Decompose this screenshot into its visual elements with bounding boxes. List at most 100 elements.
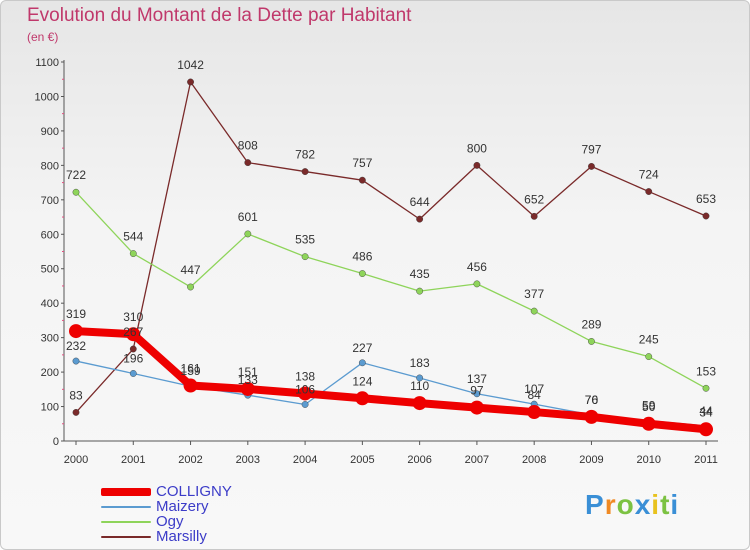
data-label-colligny: 50 [642,400,656,414]
data-label-ogy: 601 [238,210,258,224]
data-label-colligny: 319 [66,307,86,321]
data-label-marsilly: 267 [123,325,143,339]
data-point-maizery [129,370,137,377]
series-line-marsilly [75,81,707,414]
legend-swatch [101,506,151,508]
x-tick-label: 2008 [522,454,546,466]
x-tick-label: 2009 [579,454,603,466]
data-point-marsilly [473,161,481,169]
data-label-colligny: 70 [585,393,599,407]
data-label-ogy: 245 [639,333,659,347]
data-point-ogy [530,307,538,315]
data-point-ogy [473,280,481,288]
x-tick-label: 2003 [236,454,260,466]
data-label-maizery: 232 [66,339,86,353]
data-point-marsilly [301,168,309,175]
data-point-colligny [69,324,83,339]
data-point-colligny [412,396,427,411]
legend-label: Maizery [156,498,209,515]
data-point-marsilly [358,176,366,184]
data-label-marsilly: 800 [467,141,487,155]
data-point-ogy [702,384,710,392]
data-point-colligny [298,386,313,401]
data-label-colligny: 34 [699,405,713,419]
data-label-maizery: 227 [352,341,372,355]
data-point-ogy [301,253,309,261]
data-point-ogy [645,353,653,360]
data-point-maizery [416,374,424,382]
data-point-colligny [240,381,255,396]
data-label-marsilly: 757 [352,156,372,170]
data-label-colligny: 310 [123,310,143,324]
legend-swatch [101,488,151,496]
x-tick-label: 2007 [465,454,489,466]
data-point-ogy [72,188,80,196]
data-point-marsilly [645,188,653,195]
y-tick-label: 1000 [35,91,59,103]
y-tick-label: 300 [41,333,59,345]
data-label-colligny: 110 [410,379,429,393]
legend-swatch [101,521,151,523]
data-label-colligny: 151 [238,365,258,379]
x-tick-label: 2001 [121,454,145,466]
series-line-ogy [75,191,707,389]
y-tick-label: 800 [41,160,59,172]
data-point-marsilly [244,159,252,167]
y-tick-label: 0 [53,436,59,448]
y-tick-label: 400 [41,298,59,310]
data-point-marsilly [530,212,538,220]
y-tick-label: 600 [41,229,59,241]
y-tick-label: 700 [41,195,59,207]
data-point-colligny [469,400,484,415]
data-label-maizery: 159 [181,364,201,378]
data-point-maizery [301,401,309,408]
data-point-marsilly [588,162,595,170]
y-tick-label: 1100 [35,57,59,69]
data-label-marsilly: 808 [238,139,258,153]
data-point-ogy [187,283,194,291]
data-label-ogy: 486 [352,250,372,264]
data-label-colligny: 97 [470,384,484,398]
series-line-colligny [72,327,710,434]
data-point-maizery [473,390,481,398]
data-point-colligny [126,327,141,342]
data-label-ogy: 722 [66,168,86,182]
x-tick-label: 2000 [64,454,88,466]
data-label-ogy: 544 [123,230,143,244]
data-label-colligny: 84 [528,388,542,402]
data-point-colligny [641,416,656,431]
data-point-ogy [416,287,424,295]
data-point-colligny [527,405,542,420]
data-label-maizery: 59 [642,399,656,413]
data-point-marsilly [72,409,80,416]
data-label-maizery: 183 [410,356,430,370]
data-label-maizery: 76 [585,393,599,407]
x-tick-label: 2002 [178,454,202,466]
data-label-colligny: 124 [352,374,372,388]
data-label-maizery: 133 [238,373,258,387]
data-label-marsilly: 644 [410,195,430,209]
data-label-ogy: 435 [410,267,430,281]
y-tick-label: 100 [41,402,59,414]
data-point-colligny [183,378,198,393]
data-label-ogy: 535 [295,233,315,247]
chart-title: Evolution du Montant de la Dette par Hab… [27,5,412,26]
x-tick-label: 2011 [694,454,718,466]
x-tick-label: 2006 [407,454,431,466]
data-point-colligny [355,391,370,406]
data-point-colligny [699,422,713,437]
legend-label: COLLIGNY [156,483,232,500]
data-label-marsilly: 724 [639,168,659,182]
x-tick-label: 2010 [636,454,660,466]
data-label-maizery: 106 [295,382,315,396]
data-point-marsilly [129,345,137,353]
data-label-marsilly: 83 [69,388,83,402]
data-label-maizery: 137 [467,372,487,386]
data-label-maizery: 196 [123,351,143,365]
data-label-marsilly: 653 [696,192,716,206]
data-label-marsilly: 782 [295,148,315,162]
x-tick-label: 2004 [293,454,317,466]
data-label-ogy: 456 [467,260,487,274]
data-label-ogy: 289 [581,317,601,331]
data-point-ogy [588,338,595,345]
